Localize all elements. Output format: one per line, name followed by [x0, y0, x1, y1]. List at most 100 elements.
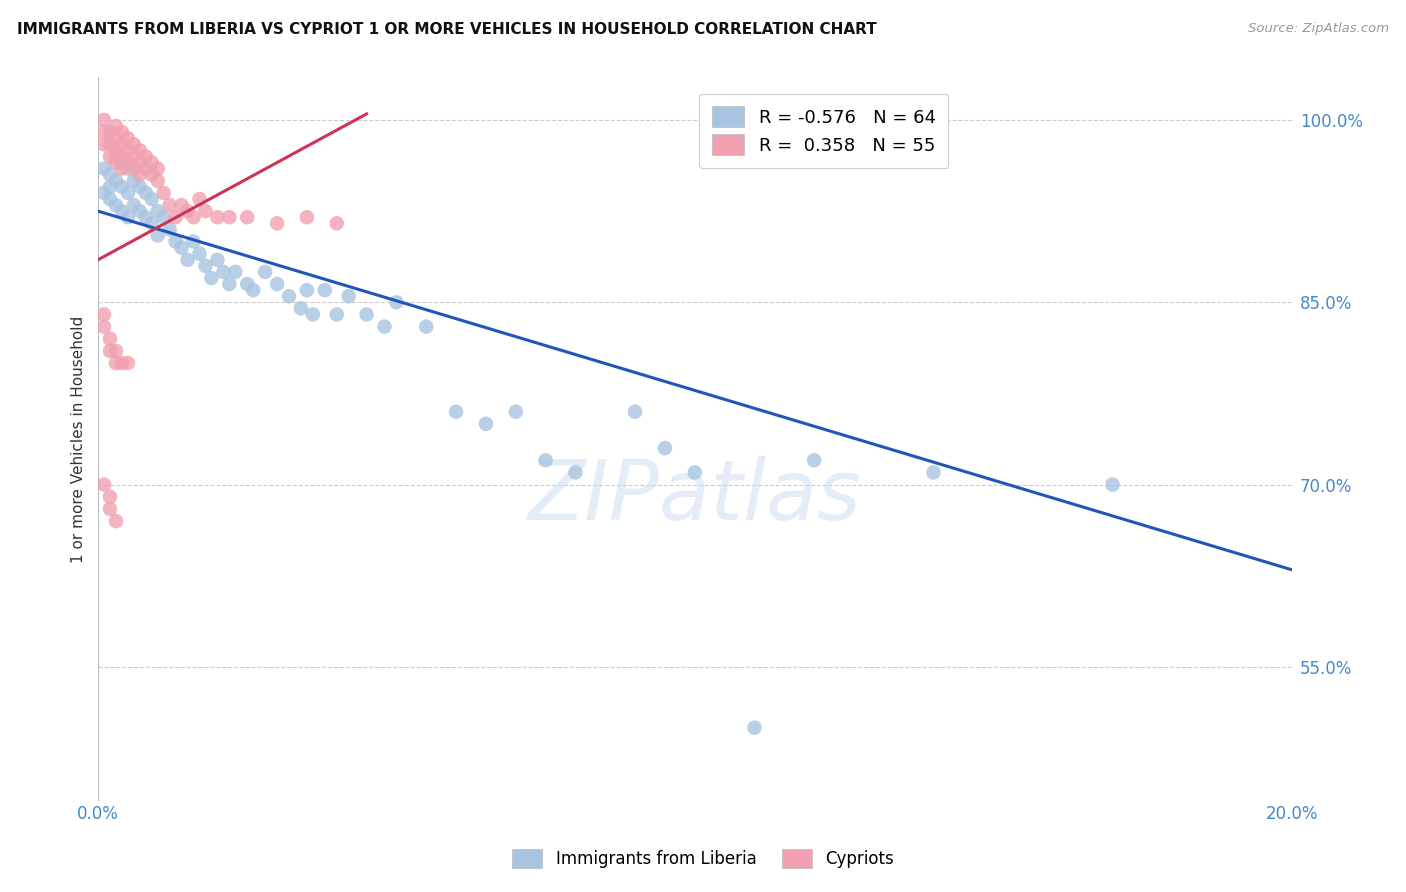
Point: [224, 265, 246, 279]
Point: [922, 466, 945, 480]
Point: [122, 198, 145, 212]
Point: [104, 343, 127, 358]
Point: [111, 356, 134, 370]
Point: [117, 211, 139, 225]
Point: [170, 241, 193, 255]
Point: [159, 222, 181, 236]
Point: [98, 179, 121, 194]
Point: [117, 131, 139, 145]
Point: [744, 721, 766, 735]
Point: [295, 211, 318, 225]
Point: [200, 271, 222, 285]
Point: [128, 179, 150, 194]
Point: [218, 277, 240, 291]
Point: [93, 137, 115, 152]
Point: [122, 174, 145, 188]
Point: [104, 174, 127, 188]
Point: [152, 186, 174, 200]
Point: [122, 137, 145, 152]
Point: [128, 155, 150, 169]
Point: [93, 308, 115, 322]
Point: [290, 301, 312, 316]
Point: [128, 144, 150, 158]
Point: [183, 235, 205, 249]
Point: [93, 186, 115, 200]
Point: [146, 174, 169, 188]
Point: [98, 125, 121, 139]
Point: [236, 211, 259, 225]
Point: [254, 265, 277, 279]
Point: [278, 289, 301, 303]
Point: [236, 277, 259, 291]
Point: [373, 319, 395, 334]
Point: [188, 192, 211, 206]
Point: [475, 417, 498, 431]
Point: [98, 502, 121, 516]
Point: [176, 252, 198, 267]
Point: [117, 186, 139, 200]
Y-axis label: 1 or more Vehicles in Household: 1 or more Vehicles in Household: [72, 316, 86, 563]
Point: [117, 155, 139, 169]
Point: [93, 113, 115, 128]
Point: [212, 265, 235, 279]
Point: [135, 161, 157, 176]
Point: [165, 235, 187, 249]
Text: IMMIGRANTS FROM LIBERIA VS CYPRIOT 1 OR MORE VEHICLES IN HOUSEHOLD CORRELATION C: IMMIGRANTS FROM LIBERIA VS CYPRIOT 1 OR …: [17, 22, 876, 37]
Point: [98, 343, 121, 358]
Point: [98, 192, 121, 206]
Point: [654, 441, 676, 455]
Point: [146, 228, 169, 243]
Point: [326, 308, 349, 322]
Point: [93, 477, 115, 491]
Point: [624, 405, 647, 419]
Point: [104, 514, 127, 528]
Point: [104, 144, 127, 158]
Point: [266, 277, 288, 291]
Point: [104, 155, 127, 169]
Point: [104, 198, 127, 212]
Point: [1101, 477, 1123, 491]
Point: [146, 204, 169, 219]
Point: [165, 211, 187, 225]
Point: [117, 144, 139, 158]
Point: [302, 308, 325, 322]
Point: [242, 283, 264, 297]
Point: [98, 137, 121, 152]
Point: [266, 216, 288, 230]
Point: [444, 405, 467, 419]
Point: [356, 308, 378, 322]
Point: [104, 356, 127, 370]
Point: [104, 131, 127, 145]
Point: [135, 149, 157, 163]
Point: [111, 149, 134, 163]
Point: [415, 319, 437, 334]
Point: [98, 168, 121, 182]
Point: [111, 125, 134, 139]
Point: [104, 149, 127, 163]
Point: [122, 149, 145, 163]
Point: [207, 252, 229, 267]
Point: [117, 161, 139, 176]
Point: [295, 283, 318, 297]
Point: [314, 283, 336, 297]
Point: [111, 137, 134, 152]
Point: [534, 453, 557, 467]
Point: [98, 490, 121, 504]
Point: [141, 168, 163, 182]
Point: [194, 259, 217, 273]
Point: [128, 168, 150, 182]
Point: [564, 466, 586, 480]
Point: [141, 192, 163, 206]
Point: [170, 198, 193, 212]
Point: [128, 204, 150, 219]
Point: [385, 295, 408, 310]
Text: ZIPatlas: ZIPatlas: [529, 457, 862, 537]
Point: [176, 204, 198, 219]
Point: [218, 211, 240, 225]
Point: [111, 179, 134, 194]
Point: [146, 161, 169, 176]
Point: [122, 161, 145, 176]
Point: [505, 405, 527, 419]
Point: [183, 211, 205, 225]
Point: [98, 149, 121, 163]
